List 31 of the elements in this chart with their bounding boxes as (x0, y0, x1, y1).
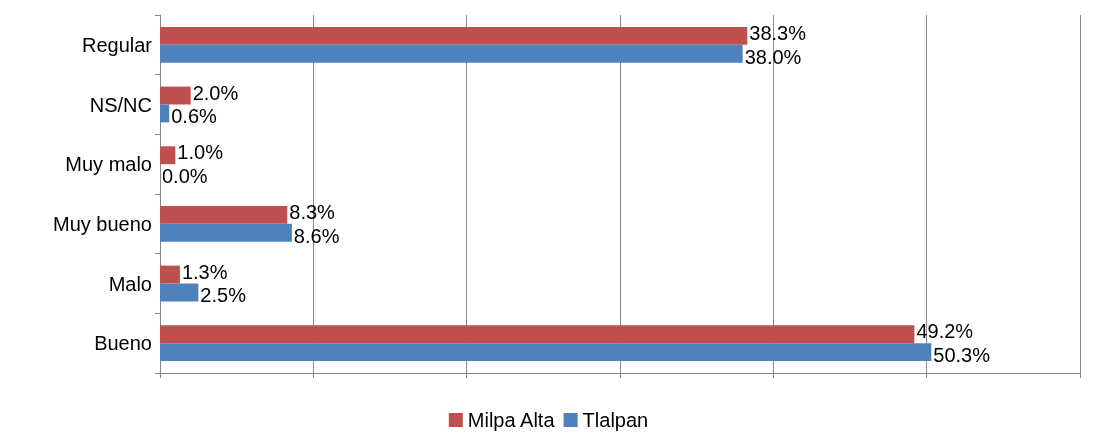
data-label: 0.0% (162, 165, 208, 188)
y-tick-label: Muy malo (65, 153, 152, 176)
legend-label: Milpa Alta (467, 409, 556, 431)
bar (160, 265, 180, 284)
y-tick-label: Bueno (94, 332, 152, 355)
bar (160, 205, 288, 224)
bar (160, 26, 748, 45)
data-label: 0.6% (171, 105, 217, 128)
data-label: 38.0% (744, 45, 802, 68)
bar (160, 283, 199, 302)
bar (160, 86, 191, 105)
y-tick-label: Regular (81, 33, 153, 56)
bar (160, 343, 932, 362)
data-label: 8.6% (293, 224, 340, 247)
bar (160, 44, 743, 63)
data-label: 2.0% (192, 81, 239, 104)
y-tick-label: Muy bueno (53, 212, 152, 235)
data-label: 2.5% (200, 284, 247, 307)
data-label: 38.3% (749, 21, 807, 44)
bar (160, 146, 176, 165)
data-label: 8.3% (289, 200, 336, 223)
data-label: 1.3% (181, 260, 228, 283)
data-label: 49.2% (916, 320, 974, 343)
data-label: 1.0% (177, 141, 224, 164)
y-tick-label: NS/NC (89, 93, 152, 116)
bar (160, 325, 915, 344)
bar (160, 223, 292, 242)
legend-label: Tlalpan (582, 409, 649, 431)
data-label: 50.3% (933, 344, 991, 367)
y-tick-label: Malo (108, 272, 152, 295)
bar (160, 104, 170, 123)
